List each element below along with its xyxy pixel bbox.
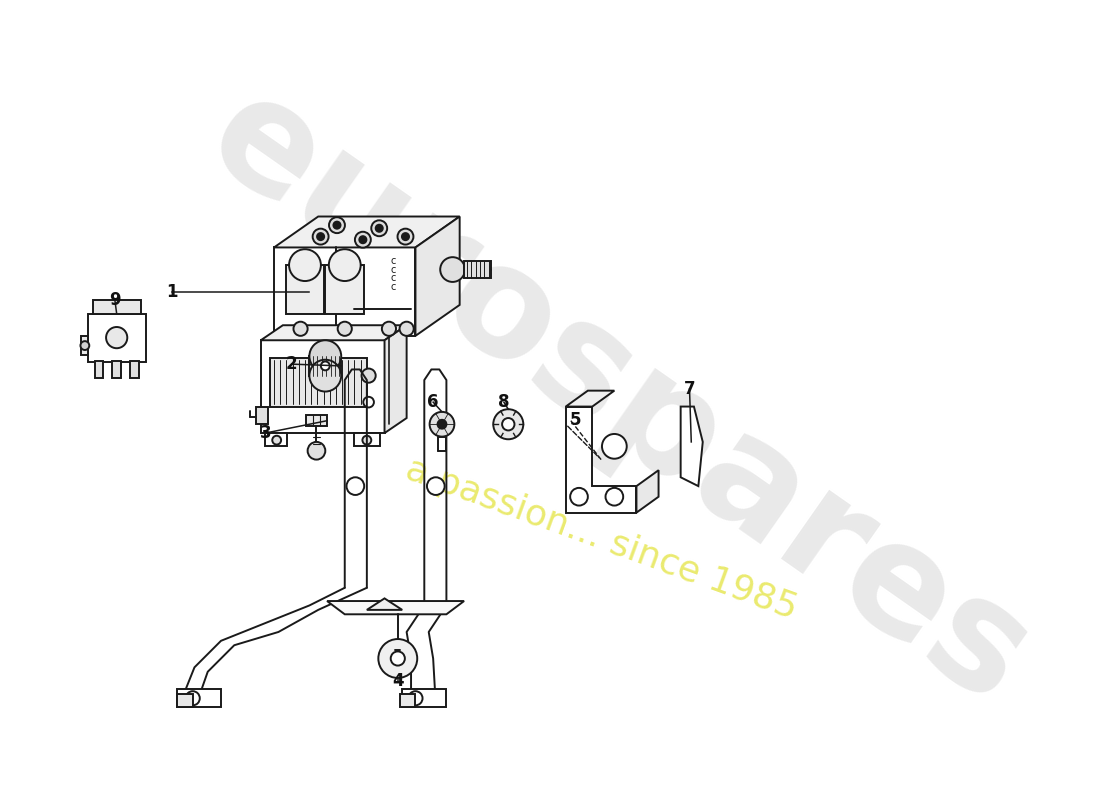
Text: c: c — [390, 274, 396, 283]
Circle shape — [372, 220, 387, 236]
Circle shape — [362, 369, 376, 382]
Circle shape — [440, 257, 465, 282]
Circle shape — [360, 236, 366, 243]
Circle shape — [186, 691, 200, 706]
Text: 7: 7 — [684, 380, 695, 398]
Circle shape — [106, 327, 128, 348]
Polygon shape — [274, 247, 416, 336]
Circle shape — [602, 434, 627, 458]
Circle shape — [309, 340, 341, 372]
Circle shape — [317, 233, 324, 240]
Text: 5: 5 — [570, 411, 582, 429]
Circle shape — [362, 436, 372, 445]
Circle shape — [378, 639, 417, 678]
Bar — [95, 361, 103, 378]
Bar — [130, 361, 139, 378]
Polygon shape — [385, 326, 407, 433]
Bar — [177, 694, 192, 707]
Polygon shape — [327, 601, 464, 614]
Polygon shape — [353, 433, 381, 446]
Polygon shape — [309, 356, 341, 376]
Circle shape — [273, 436, 282, 445]
Polygon shape — [637, 470, 659, 513]
Circle shape — [329, 250, 361, 281]
Text: c: c — [390, 282, 396, 292]
Polygon shape — [261, 326, 407, 340]
Bar — [464, 261, 491, 278]
Polygon shape — [274, 217, 460, 247]
Bar — [270, 358, 366, 406]
Bar — [286, 265, 324, 314]
Bar — [399, 694, 416, 707]
Bar — [112, 361, 121, 378]
Text: eurospares: eurospares — [180, 60, 1057, 736]
Text: 9: 9 — [109, 291, 121, 310]
Circle shape — [382, 322, 396, 336]
Circle shape — [80, 341, 89, 350]
Bar — [326, 265, 364, 314]
Polygon shape — [681, 406, 703, 486]
Circle shape — [308, 442, 326, 459]
Circle shape — [570, 488, 587, 506]
Polygon shape — [306, 415, 327, 426]
Circle shape — [399, 322, 414, 336]
Text: c: c — [390, 265, 396, 274]
Text: a passion... since 1985: a passion... since 1985 — [400, 452, 802, 626]
Text: 8: 8 — [498, 393, 509, 411]
Circle shape — [312, 229, 329, 245]
Circle shape — [338, 322, 352, 336]
Circle shape — [493, 410, 524, 439]
Circle shape — [397, 229, 414, 245]
Text: 6: 6 — [428, 393, 439, 411]
Circle shape — [333, 222, 341, 229]
Circle shape — [430, 412, 454, 437]
Circle shape — [346, 478, 364, 495]
Circle shape — [329, 218, 345, 233]
Polygon shape — [81, 336, 88, 355]
Polygon shape — [88, 314, 146, 362]
Circle shape — [321, 362, 330, 370]
Circle shape — [390, 651, 405, 666]
Text: 2: 2 — [286, 355, 297, 373]
Polygon shape — [261, 340, 385, 433]
Circle shape — [438, 420, 447, 429]
Circle shape — [363, 397, 374, 407]
Polygon shape — [565, 390, 615, 406]
Circle shape — [427, 478, 444, 495]
Circle shape — [289, 250, 321, 281]
Circle shape — [294, 322, 308, 336]
Polygon shape — [265, 433, 287, 446]
Circle shape — [376, 225, 383, 232]
Circle shape — [309, 360, 341, 391]
Polygon shape — [366, 598, 403, 610]
Text: c: c — [390, 256, 396, 266]
Polygon shape — [177, 690, 221, 707]
Circle shape — [402, 233, 409, 240]
Circle shape — [355, 232, 371, 248]
Circle shape — [502, 418, 515, 430]
Polygon shape — [565, 406, 637, 513]
Circle shape — [408, 691, 422, 706]
Circle shape — [605, 488, 624, 506]
Text: 3: 3 — [260, 424, 271, 442]
Polygon shape — [256, 406, 267, 424]
Polygon shape — [92, 301, 142, 314]
Polygon shape — [416, 217, 460, 336]
Text: 1: 1 — [166, 282, 178, 301]
Text: 4: 4 — [392, 671, 404, 690]
Polygon shape — [403, 690, 447, 707]
